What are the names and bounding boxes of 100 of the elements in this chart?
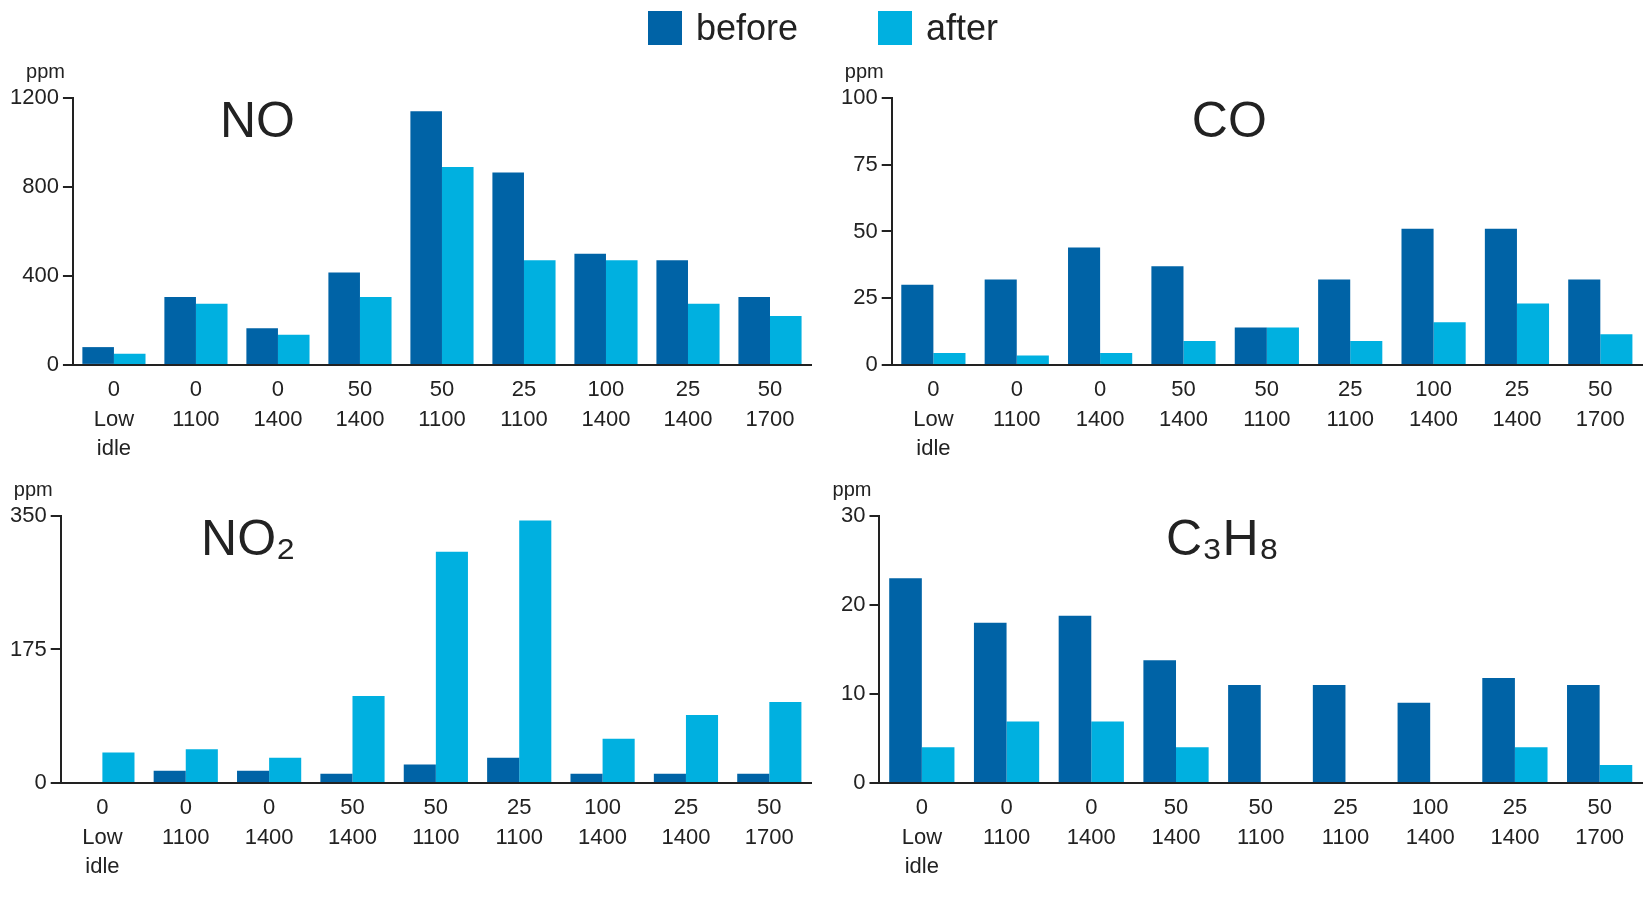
bar (769, 702, 802, 782)
bar (1176, 747, 1209, 782)
bar (1312, 685, 1346, 782)
bar (328, 272, 360, 364)
x-tick-label: 25 1100 (1326, 375, 1374, 431)
x-tick-label: 50 1700 (745, 375, 795, 431)
x-tick-label: 100 1400 (578, 793, 628, 849)
y-axis-title: ppm (844, 59, 884, 82)
x-tick-label: 25 1100 (500, 375, 548, 431)
bar (435, 551, 468, 782)
y-axis-title: ppm (13, 477, 53, 500)
bar (1143, 660, 1177, 782)
x-tick-label: 0 1100 (162, 793, 210, 849)
x-tick-label: 25 1400 (663, 375, 713, 431)
x-tick-label: 50 1400 (328, 793, 377, 849)
bar (653, 773, 686, 782)
chart-title: NO (219, 91, 295, 148)
bar (519, 520, 552, 782)
x-tick-label: 0 Low idle (913, 375, 954, 461)
y-tick-label: 50 (853, 217, 878, 243)
bar (570, 773, 603, 782)
bar (921, 747, 955, 782)
bar (1006, 721, 1040, 782)
bar (738, 297, 770, 364)
x-tick-label: 50 1700 (1575, 375, 1625, 431)
bar (1397, 702, 1431, 782)
x-tick-label: 0 Low idle (82, 793, 123, 879)
x-tick-label: 100 1400 (581, 375, 631, 431)
bar (1514, 747, 1548, 782)
y-tick-label: 20 (840, 591, 866, 617)
bar (523, 260, 556, 364)
bar (441, 166, 474, 364)
bar (269, 757, 302, 782)
bar (984, 279, 1017, 364)
y-tick-label: 0 (46, 350, 59, 376)
bar (113, 353, 146, 364)
bar (1091, 721, 1124, 782)
bar (901, 284, 934, 364)
x-tick-label: 25 1100 (1321, 793, 1370, 849)
bar (277, 334, 310, 364)
y-tick-label: 0 (853, 768, 866, 794)
y-axis-title: ppm (26, 59, 65, 82)
bar (1484, 228, 1517, 364)
bar (574, 253, 606, 364)
x-tick-label: 0 1100 (172, 375, 220, 431)
x-tick-label: 25 1400 (1492, 375, 1542, 431)
bar (1600, 334, 1633, 364)
x-tick-label: 50 1700 (1575, 793, 1625, 849)
bar (737, 773, 770, 782)
x-tick-label: 0 1100 (982, 793, 1031, 849)
bar (1318, 279, 1351, 364)
bar (1567, 685, 1600, 782)
bar (237, 770, 270, 782)
bar (1482, 677, 1515, 782)
bar (1058, 615, 1092, 782)
bar (1151, 266, 1184, 364)
bar (605, 260, 638, 364)
x-tick-label: 50 1400 (335, 375, 385, 431)
y-axis-title: ppm (832, 477, 872, 500)
chart-title: C₃H₈ (1165, 509, 1280, 566)
bar (1234, 327, 1267, 364)
y-tick-label: 1200 (9, 84, 59, 110)
bar (359, 297, 392, 364)
bar (656, 260, 688, 364)
y-tick-label: 75 (853, 150, 878, 176)
bar (1266, 327, 1299, 364)
x-tick-label: 50 1100 (1237, 793, 1285, 849)
bar (352, 695, 385, 782)
bar (1516, 303, 1550, 364)
bar (1100, 352, 1133, 364)
y-tick-label: 400 (22, 262, 59, 287)
y-tick-label: 30 (840, 502, 866, 528)
bar (410, 111, 442, 364)
bar (1568, 279, 1601, 364)
y-tick-label: 800 (22, 173, 59, 199)
bar (153, 770, 186, 782)
bar (685, 715, 719, 782)
bar (1599, 765, 1633, 782)
bar (164, 297, 196, 364)
bar (102, 752, 135, 782)
y-tick-label: 0 (34, 768, 47, 794)
bar (246, 328, 278, 364)
x-tick-label: 50 1100 (1243, 375, 1291, 431)
x-tick-label: 100 1400 (1405, 793, 1455, 849)
x-tick-label: 50 1400 (1159, 375, 1208, 431)
x-tick-label: 25 1100 (495, 793, 543, 849)
x-tick-label: 0 Low idle (901, 793, 943, 879)
y-tick-label: 100 (840, 84, 878, 110)
x-tick-label: 0 1400 (244, 793, 294, 849)
bar (602, 738, 635, 782)
x-tick-label: 50 1700 (744, 793, 794, 849)
x-tick-label: 25 1400 (661, 793, 711, 849)
x-tick-label: 25 1400 (1490, 793, 1540, 849)
bar (687, 303, 720, 364)
bar (82, 347, 114, 364)
bar (1350, 340, 1383, 364)
x-tick-label: 50 1400 (1151, 793, 1201, 849)
x-tick-label: 50 1100 (412, 793, 460, 849)
chart-title: NO₂ (201, 509, 296, 566)
y-tick-label: 0 (865, 350, 878, 376)
